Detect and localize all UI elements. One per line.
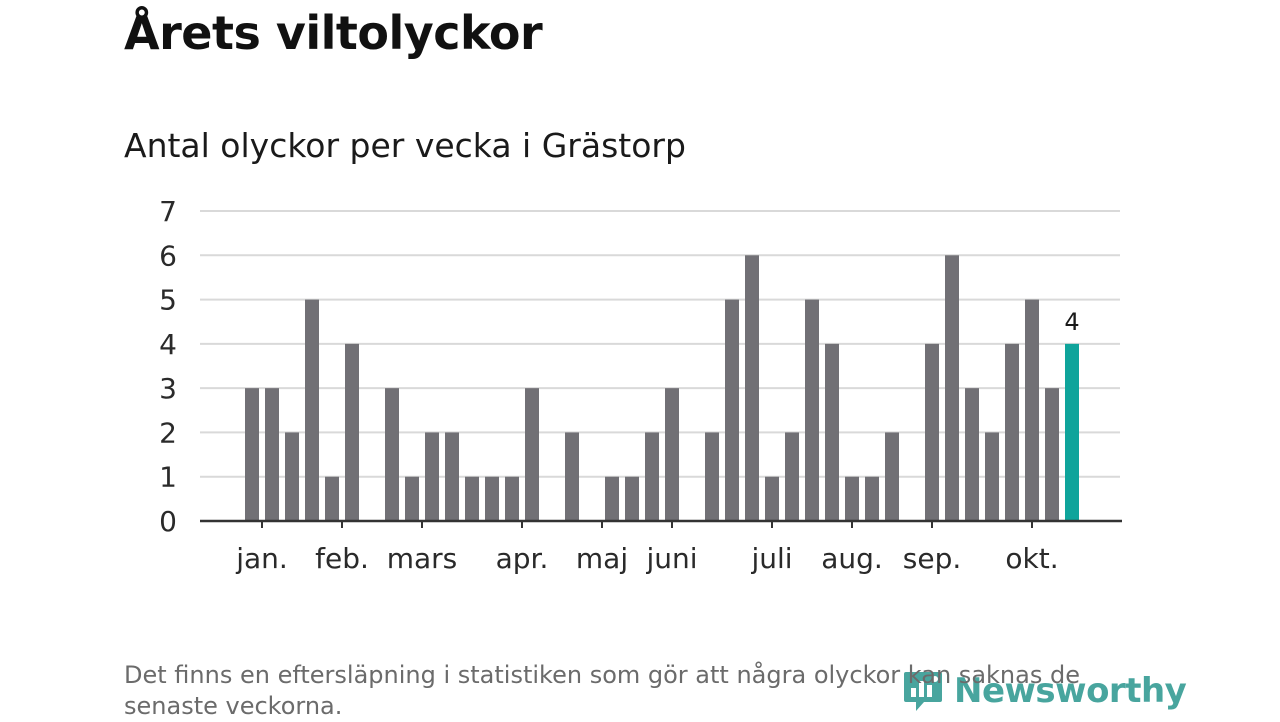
bar [325,476,339,521]
newsworthy-logo: Newsworthy [902,668,1187,714]
bar [765,476,779,521]
x-tick-label: apr. [496,542,549,575]
bar [405,476,419,521]
bars [245,255,1079,522]
bar [1045,388,1059,521]
newsworthy-logo-icon [904,672,942,711]
bar [845,476,859,521]
bar [805,299,819,521]
bar [245,388,259,521]
bar [525,388,539,521]
x-tick-label: juli [750,542,792,575]
y-axis-ticks: 0 1 2 3 4 5 6 7 [159,195,177,538]
bar [565,432,579,521]
bar [725,299,739,521]
bar [705,432,719,521]
bar [265,388,279,521]
bar [425,432,439,521]
data-labels: 4 [1064,308,1079,336]
y-tick-label: 2 [159,416,177,449]
bar [825,343,839,521]
bar [305,299,319,521]
bar [745,255,759,522]
bar [505,476,519,521]
x-tick-label: maj [576,542,628,575]
bar [465,476,479,521]
bar [865,476,879,521]
x-tick-label: jan. [235,542,288,575]
x-tick-label: mars [387,542,458,575]
x-axis-ticks: jan. feb. mars apr. maj juni juli aug. sep. okt. [235,521,1059,575]
bar [285,432,299,521]
y-tick-label: 6 [159,239,177,272]
bar [665,388,679,521]
y-tick-label: 0 [159,505,177,538]
bar [785,432,799,521]
bar [985,432,999,521]
bar [945,255,959,522]
chart-subtitle: Antal olyckor per vecka i Grästorp [124,126,686,165]
bar [1025,299,1039,521]
bar [605,476,619,521]
logo-text: Newsworthy [954,671,1187,711]
bar [965,388,979,521]
bar-current-week [1065,343,1079,521]
gridlines [200,210,1120,478]
bar [345,343,359,521]
x-tick-label: okt. [1005,542,1058,575]
bar [445,432,459,521]
bar [1005,343,1019,521]
bar [625,476,639,521]
x-tick-label: feb. [315,542,369,575]
x-tick-label: sep. [903,542,962,575]
footnote: Det finns en eftersläpning i statistiken… [124,661,1080,720]
bar [925,343,939,521]
x-tick-label: juni [645,542,697,575]
y-tick-label: 3 [159,372,177,405]
bar-chart: 0 1 2 3 4 5 6 7 jan. feb. mars apr. maj juni juli aug.… [159,195,1122,575]
bar [885,432,899,521]
bar [645,432,659,521]
y-tick-label: 1 [159,461,177,494]
bar [485,476,499,521]
page-title: Årets viltolyckor [124,6,543,60]
highlight-data-label: 4 [1064,308,1079,336]
x-tick-label: aug. [821,542,883,575]
y-tick-label: 5 [159,284,177,317]
y-tick-label: 7 [159,195,177,228]
y-tick-label: 4 [159,328,177,361]
bar [385,388,399,521]
